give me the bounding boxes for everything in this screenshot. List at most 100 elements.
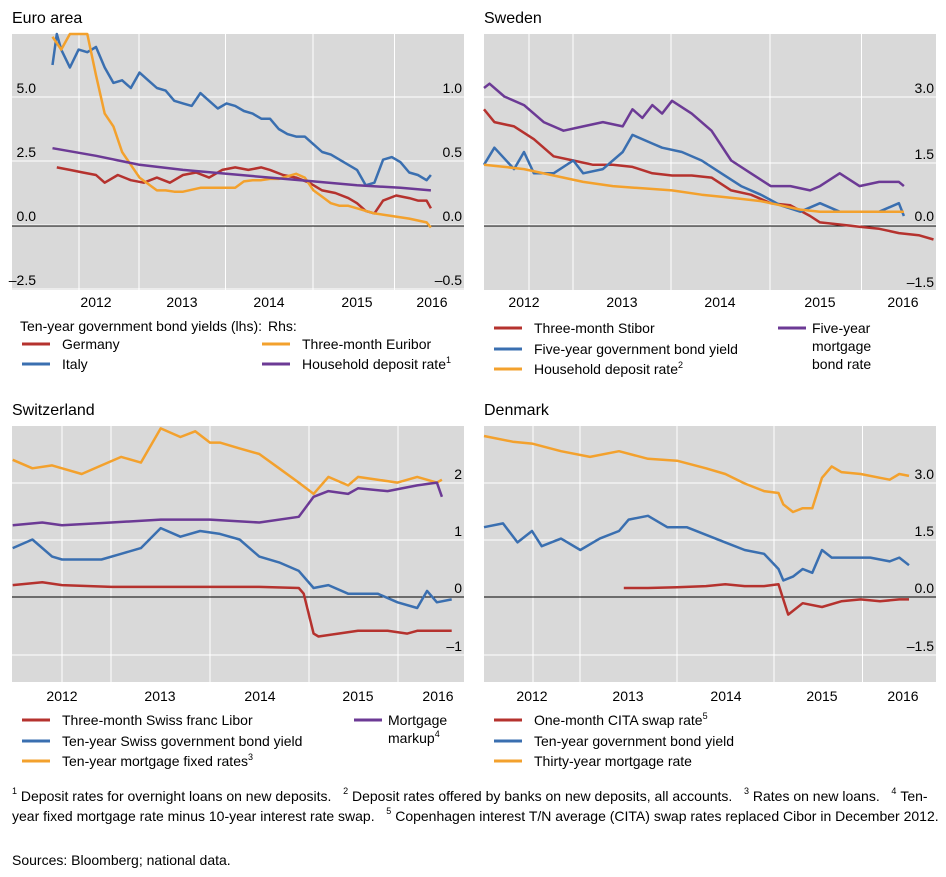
footnote-text: Deposit rates offered by banks on new de…: [352, 788, 733, 804]
legend-markup-line: markup: [388, 730, 435, 746]
y-tick-label-right: –0.5: [435, 272, 462, 288]
x-tick-label: 2015: [341, 294, 372, 310]
series-line: [483, 514, 910, 582]
legend-sweden: Three-month Stibor Five-year government b…: [494, 320, 871, 377]
x-tick-label: 2016: [416, 294, 447, 310]
chart-panel-0: Euro area 2012 2013 2014 2015 2016 5.0 2.5 0.0 –2…: [9, 10, 464, 310]
legend-swiss-mortgage-sup: 3: [248, 752, 253, 762]
footnote-mark: 1: [12, 786, 18, 796]
y-tick-label-right: 0.0: [915, 580, 935, 596]
x-tick-label: 2016: [887, 294, 918, 310]
footnote-mark: 4: [891, 786, 897, 796]
series-line: [12, 526, 452, 610]
footnote-text: Copenhagen interest T/N average (CITA) s…: [395, 808, 939, 824]
series-line: [623, 582, 909, 616]
x-tick-label: 2015: [804, 294, 835, 310]
x-tick-label: 2013: [606, 294, 637, 310]
legend-germany-label: Germany: [62, 336, 120, 352]
y-tick-label-left: –2.5: [9, 272, 36, 288]
legend-household-deposit-sup: 1: [446, 355, 451, 365]
legend-cita-label: One-month CITA swap rate5: [534, 711, 708, 728]
footnote-text: Ten-year fixed mortgage rate minus 10-ye…: [12, 788, 928, 824]
x-tick-label: 2013: [612, 688, 643, 704]
footnote-mark: 2: [343, 786, 349, 796]
legend-heading: Ten-year government bond yields (lhs):: [20, 318, 262, 334]
y-tick-label-right: –1.5: [907, 274, 934, 290]
series-line: [483, 108, 934, 241]
legend-five-year-bond-label: Five-year government bond yield: [534, 341, 738, 357]
series-line: [483, 163, 904, 213]
series-line: [12, 481, 444, 527]
footnotes: 1 Deposit rates for overnight loans on n…: [12, 786, 940, 826]
x-tick-label: 2012: [46, 688, 77, 704]
plot-area: [12, 34, 464, 290]
y-tick-label-right: 3.0: [915, 80, 935, 96]
y-tick-label-right: 2: [454, 466, 462, 482]
y-tick-label-left: 5.0: [17, 80, 37, 96]
x-tick-label: 2013: [144, 688, 175, 704]
chart-title: Sweden: [484, 10, 542, 27]
chart-panel-2: Switzerland 2012 2013 2014 2015 2016 2 1 0 –1: [12, 402, 464, 704]
legend-mortgage-bond-line: mortgage: [812, 338, 871, 354]
series-line: [483, 434, 910, 514]
legend-swiss-bond-label: Ten-year Swiss government bond yield: [62, 733, 302, 749]
x-tick-label: 2013: [166, 294, 197, 310]
legend-household-deposit-se-sup: 2: [678, 360, 683, 370]
y-tick-label-right: 0: [454, 580, 462, 596]
series-line: [483, 82, 905, 192]
y-tick-label-left: 0.0: [17, 208, 37, 224]
y-tick-label-right: –1.5: [907, 638, 934, 654]
series-line: [51, 32, 432, 187]
footnote-text: Deposit rates for overnight loans on new…: [20, 788, 332, 804]
legend-mortgage-bond-label: Five-year mortgage bond rate: [812, 320, 871, 372]
y-tick-label-right: 1: [454, 523, 462, 539]
legend-household-deposit-label: Household deposit rate1: [302, 355, 451, 372]
x-tick-label: 2014: [253, 294, 284, 310]
chart-title: Denmark: [484, 402, 550, 419]
x-tick-label: 2014: [244, 688, 275, 704]
x-tick-label: 2014: [704, 294, 735, 310]
legend-euro: Ten-year government bond yields (lhs): Rh…: [20, 318, 451, 372]
series-line: [56, 166, 432, 215]
y-tick-label-right: –1: [446, 638, 462, 654]
x-tick-label: 2012: [80, 294, 111, 310]
y-tick-label-right: 0.0: [915, 208, 935, 224]
y-tick-label-right: 0.0: [443, 208, 463, 224]
series-line: [482, 133, 906, 217]
footnote-mark: 5: [386, 806, 392, 816]
legend-swiss-mortgage-label: Ten-year mortgage fixed rates3: [62, 752, 253, 769]
legend-mortgage-bond-line: Five-year: [812, 320, 871, 336]
legend-mortgage-bond-line: bond rate: [812, 356, 871, 372]
x-tick-label: 2016: [887, 688, 918, 704]
legend-switzerland: Three-month Swiss franc Libor Ten-year Sw…: [22, 712, 447, 769]
footnote-mark: 3: [743, 786, 749, 796]
legend-stibor-label: Three-month Stibor: [534, 320, 655, 336]
legend-libor-label: Three-month Swiss franc Libor: [62, 712, 253, 728]
legend-italy-label: Italy: [62, 356, 88, 372]
chart-title: Switzerland: [12, 402, 95, 419]
x-tick-label: 2014: [710, 688, 741, 704]
x-tick-label: 2012: [508, 294, 539, 310]
y-tick-label-right: 0.5: [443, 144, 463, 160]
x-tick-label: 2016: [422, 688, 453, 704]
legend-denmark: One-month CITA swap rate5 Ten-year govern…: [494, 711, 734, 769]
series-line: [51, 32, 432, 229]
y-tick-label-right: 3.0: [915, 466, 935, 482]
x-tick-label: 2012: [516, 688, 547, 704]
legend-dk-bond-label: Ten-year government bond yield: [534, 733, 734, 749]
y-tick-label-right: 1.5: [915, 146, 935, 162]
chart-panel-3: Denmark 2012 2013 2014 2015 2016 3.0 1.5 0.0 –1.5: [483, 402, 936, 704]
footnote-text: Rates on new loans.: [752, 788, 880, 804]
legend-markup-sup: 4: [435, 729, 440, 739]
x-tick-label: 2015: [806, 688, 837, 704]
chart-panel-1: Sweden 2012 2013 2014 2015 2016 3.0 1.5 0.0 –1.5: [482, 10, 936, 310]
plot-area: [484, 426, 936, 682]
plot-area: [12, 426, 464, 682]
plot-area: [484, 34, 936, 290]
sources-line: Sources: Bloomberg; national data.: [12, 852, 231, 868]
legend-cita-sup: 5: [703, 711, 708, 721]
legend-markup-line: Mortgage: [388, 712, 447, 728]
y-tick-label-right: 1.5: [915, 523, 935, 539]
legend-heading: Rhs:: [268, 318, 297, 334]
series-line: [12, 581, 452, 638]
